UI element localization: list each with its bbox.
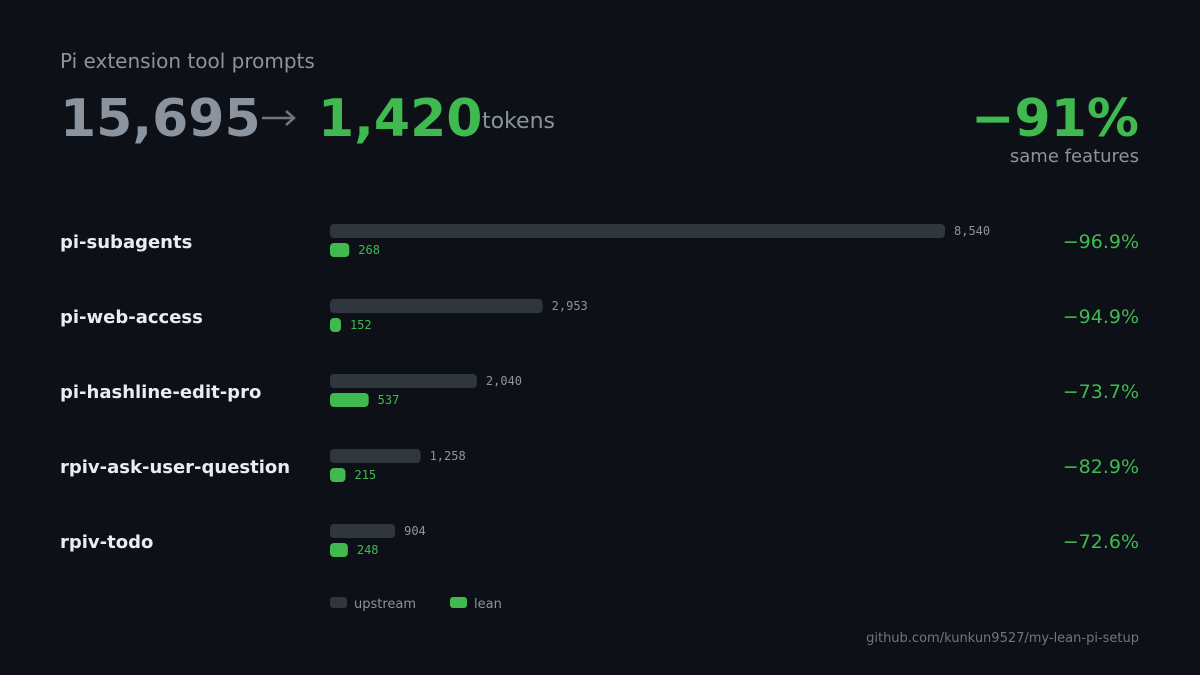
legend-swatch bbox=[450, 597, 467, 608]
title: Pi extension tool prompts bbox=[60, 49, 315, 73]
category-label: pi-web-access bbox=[60, 307, 203, 328]
bar bbox=[330, 318, 341, 332]
category-label: pi-subagents bbox=[60, 232, 192, 253]
value-label: 268 bbox=[358, 243, 380, 257]
value-label: 248 bbox=[357, 543, 379, 557]
bar bbox=[330, 243, 350, 257]
bar bbox=[330, 299, 543, 313]
category-label: rpiv-ask-user-question bbox=[60, 457, 290, 478]
unit: tokens bbox=[482, 109, 555, 134]
bar bbox=[330, 224, 945, 238]
legend-swatch bbox=[330, 597, 347, 608]
value-label: 8,540 bbox=[954, 224, 990, 238]
change: −91% bbox=[971, 89, 1139, 149]
arrow bbox=[262, 110, 296, 126]
category-label: pi-hashline-edit-pro bbox=[60, 382, 261, 403]
reduction-label: −73.7% bbox=[1063, 381, 1139, 403]
bar bbox=[330, 374, 477, 388]
value-label: 2,040 bbox=[486, 374, 522, 388]
category-label: rpiv-todo bbox=[60, 532, 153, 553]
value-label: 215 bbox=[354, 468, 376, 482]
value-label: 2,953 bbox=[552, 299, 588, 313]
bar bbox=[330, 524, 396, 538]
value-label: 152 bbox=[350, 318, 372, 332]
reduction-label: −94.9% bbox=[1063, 306, 1139, 328]
value-label: 537 bbox=[378, 393, 400, 407]
before-total: 15,695 bbox=[60, 89, 261, 149]
footer: github.com/kunkun9527/my-lean-pi-setup bbox=[866, 631, 1139, 646]
bar bbox=[330, 543, 348, 557]
value-label: 1,258 bbox=[430, 449, 466, 463]
change-note: same features bbox=[1010, 146, 1139, 167]
legend-label: upstream bbox=[354, 597, 416, 612]
reduction-label: −82.9% bbox=[1063, 456, 1139, 478]
bar bbox=[330, 468, 346, 482]
bar bbox=[330, 449, 421, 463]
value-label: 904 bbox=[404, 524, 426, 538]
legend-label: lean bbox=[474, 597, 502, 612]
reduction-label: −96.9% bbox=[1063, 231, 1139, 253]
reduction-label: −72.6% bbox=[1063, 531, 1139, 553]
bar bbox=[330, 393, 369, 407]
after-total: 1,420 bbox=[318, 89, 482, 149]
